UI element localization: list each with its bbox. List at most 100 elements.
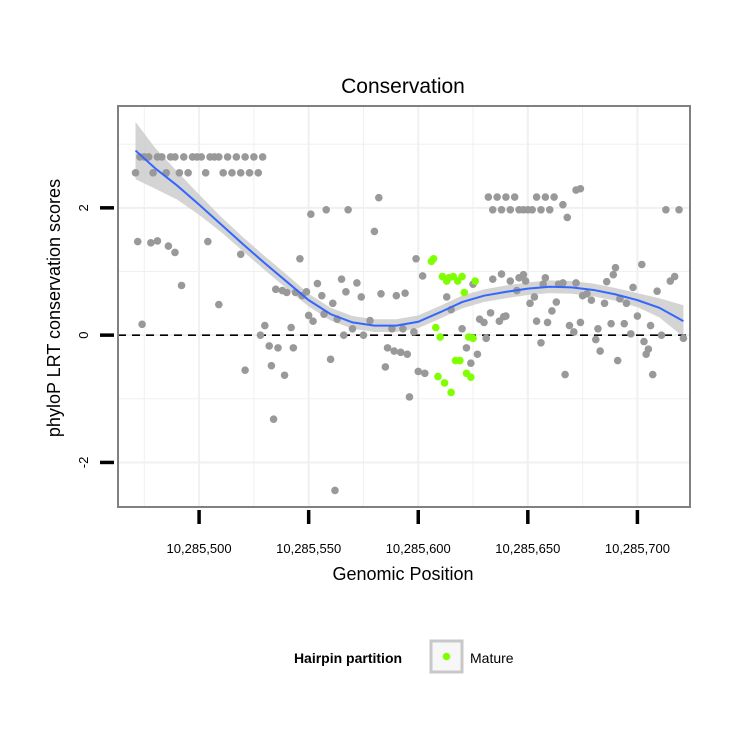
point-other — [486, 309, 495, 317]
y-axis: -2 0 2 — [76, 204, 114, 468]
point-other — [144, 153, 153, 161]
point-other — [399, 324, 407, 333]
point-other — [462, 344, 471, 352]
point-mature — [436, 333, 444, 341]
point-other — [502, 312, 510, 320]
point-other — [201, 169, 210, 177]
point-other — [322, 205, 330, 214]
point-other — [318, 291, 326, 300]
point-other — [177, 281, 186, 290]
point-other — [403, 350, 412, 359]
point-other — [458, 324, 466, 333]
point-other — [548, 307, 556, 315]
point-other — [304, 311, 313, 320]
point-other — [550, 193, 558, 201]
point-other — [296, 254, 304, 263]
point-other — [313, 279, 322, 288]
x-tick-label: 10,285,650 — [495, 541, 560, 556]
point-other — [587, 296, 596, 304]
point-other — [271, 285, 280, 294]
point-other — [331, 486, 339, 495]
point-other — [138, 320, 146, 329]
point-other — [570, 328, 578, 336]
point-other — [510, 193, 519, 201]
point-other — [175, 169, 184, 177]
point-other — [488, 205, 497, 214]
point-mature — [456, 356, 464, 365]
point-other — [228, 169, 236, 177]
point-other — [258, 153, 267, 161]
point-other — [269, 415, 278, 423]
point-other — [307, 210, 315, 219]
x-axis: 10,285,500 10,285,550 10,285,600 10,285,650… — [167, 510, 670, 556]
point-other — [184, 169, 192, 177]
point-other — [309, 317, 317, 325]
point-mature — [458, 272, 466, 281]
point-other — [131, 169, 140, 177]
point-other — [497, 270, 506, 278]
point-other — [171, 153, 179, 161]
point-other — [552, 298, 561, 306]
point-other — [644, 345, 653, 353]
point-other — [261, 321, 269, 330]
point-other — [543, 318, 552, 327]
panel-border — [117, 105, 691, 508]
point-mature — [460, 288, 469, 297]
point-other — [374, 193, 383, 202]
point-other — [532, 317, 541, 325]
point-other — [357, 293, 366, 301]
x-axis-label: Genomic Position — [332, 564, 473, 584]
x-tick-label: 10,285,550 — [276, 541, 341, 556]
point-other — [267, 361, 276, 370]
point-mature — [471, 277, 480, 285]
point-other — [359, 331, 368, 339]
point-other — [197, 153, 206, 161]
point-other — [607, 319, 615, 328]
point-other — [326, 355, 335, 364]
point-other — [488, 275, 497, 283]
point-other — [366, 316, 374, 325]
point-other — [526, 299, 534, 308]
point-other — [521, 277, 530, 285]
point-other — [675, 205, 683, 214]
point-other — [537, 205, 545, 214]
point-other — [545, 205, 554, 214]
point-other — [482, 334, 490, 343]
smooth-line-layer — [134, 149, 684, 327]
point-other — [241, 153, 249, 161]
point-other — [594, 324, 602, 333]
point-mature — [434, 372, 442, 381]
point-other — [519, 270, 528, 279]
point-other — [583, 289, 591, 298]
point-other — [602, 277, 611, 286]
point-other — [537, 338, 545, 347]
point-other — [627, 330, 635, 338]
point-other — [493, 193, 501, 201]
point-other — [410, 328, 418, 336]
point-other — [337, 275, 346, 283]
point-other — [328, 299, 337, 308]
point-other — [342, 288, 350, 296]
point-other — [559, 279, 567, 287]
point-other — [344, 205, 352, 214]
y-tick-label: 2 — [76, 204, 91, 211]
point-other — [633, 312, 642, 320]
point-other — [232, 153, 241, 161]
point-other — [657, 331, 666, 339]
point-other — [611, 263, 620, 272]
point-other — [302, 288, 311, 296]
point-other — [530, 293, 539, 301]
point-other — [679, 334, 688, 343]
point-other — [497, 205, 506, 214]
point-other — [576, 318, 585, 327]
point-other — [637, 260, 646, 269]
point-mature — [431, 323, 440, 332]
point-other — [646, 321, 655, 330]
point-other — [572, 279, 580, 287]
point-other — [282, 288, 291, 297]
point-other — [609, 270, 618, 279]
point-other — [480, 318, 488, 327]
point-other — [265, 342, 274, 350]
point-other — [289, 344, 298, 352]
point-mature — [429, 254, 438, 263]
